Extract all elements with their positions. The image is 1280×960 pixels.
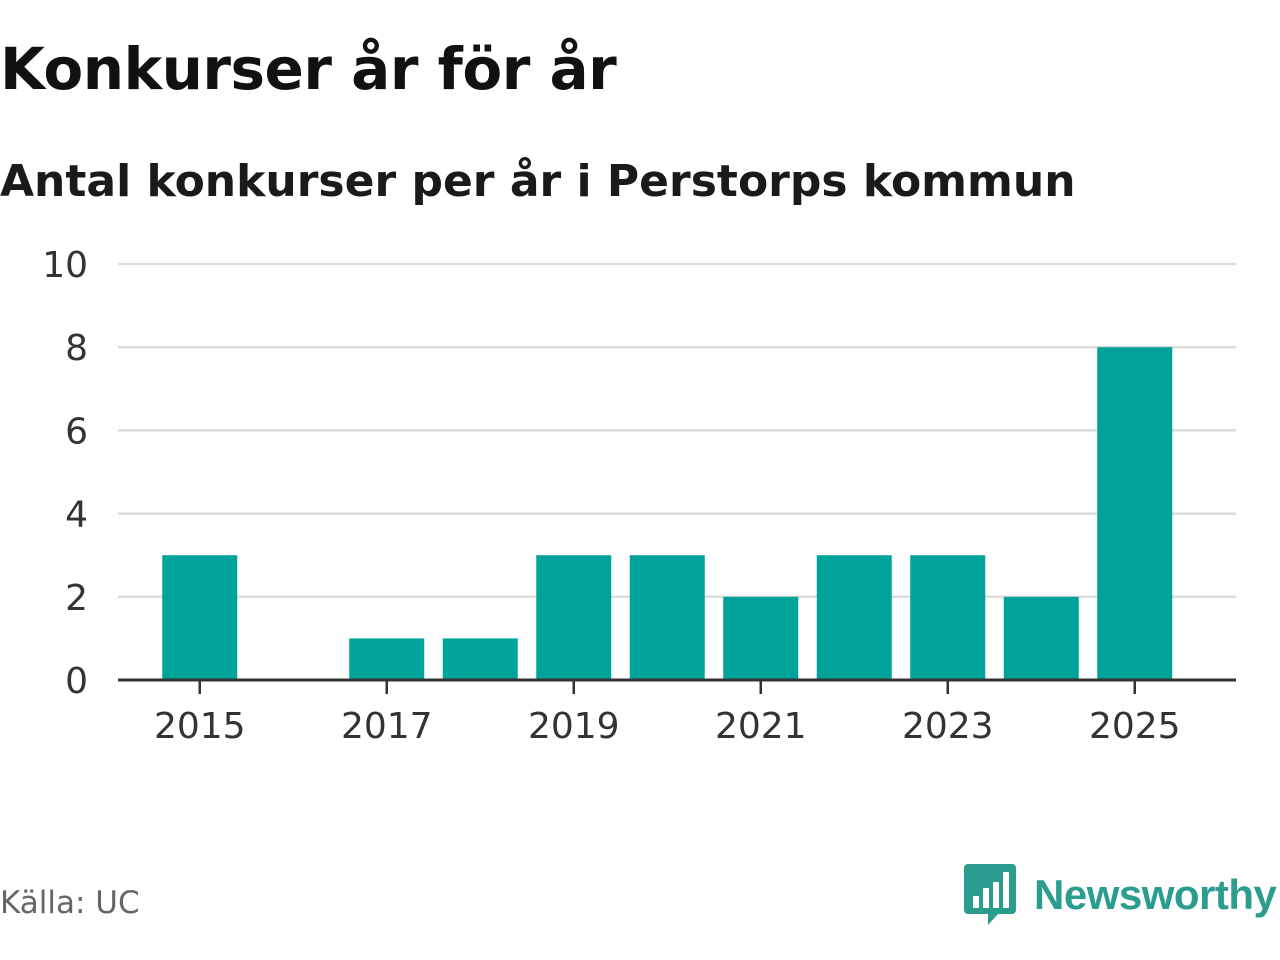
bar-2018 [442,638,518,680]
chart-title: Konkurser år för år [0,35,617,103]
bar-2020 [629,555,705,680]
y-tick-label: 6 [65,411,88,452]
brand-name: Newsworthy [1034,871,1277,918]
bar-chart: 0 2 4 6 8 10 2015 2017 2019 2021 2023 2025 [42,245,1236,747]
bar-2024 [1003,596,1079,680]
bar-2021 [723,596,799,680]
newsworthy-logo-icon [964,864,1016,925]
source-note: Källa: UC [0,885,140,921]
x-tick-label: 2023 [902,706,994,747]
bar-2019 [536,555,612,680]
x-tick-label: 2025 [1089,706,1181,747]
bar-2023 [910,555,986,680]
y-tick-label: 0 [65,661,88,702]
y-tick-label: 2 [65,578,88,619]
bar-2015 [162,555,238,680]
x-tick-label: 2015 [154,706,246,747]
bar-2025 [1097,347,1173,680]
brand-logo: Newsworthy [964,864,1277,926]
chart-subtitle: Antal konkurser per år i Perstorps kommu… [0,156,1076,207]
x-tick-label: 2021 [715,706,807,747]
y-tick-label: 4 [65,495,88,536]
y-tick-label: 10 [42,245,88,286]
x-tick-label: 2017 [341,706,433,747]
y-tick-label: 8 [65,328,88,369]
bar-2022 [816,555,892,680]
x-tick-label: 2019 [528,706,620,747]
bar-2017 [349,638,425,680]
